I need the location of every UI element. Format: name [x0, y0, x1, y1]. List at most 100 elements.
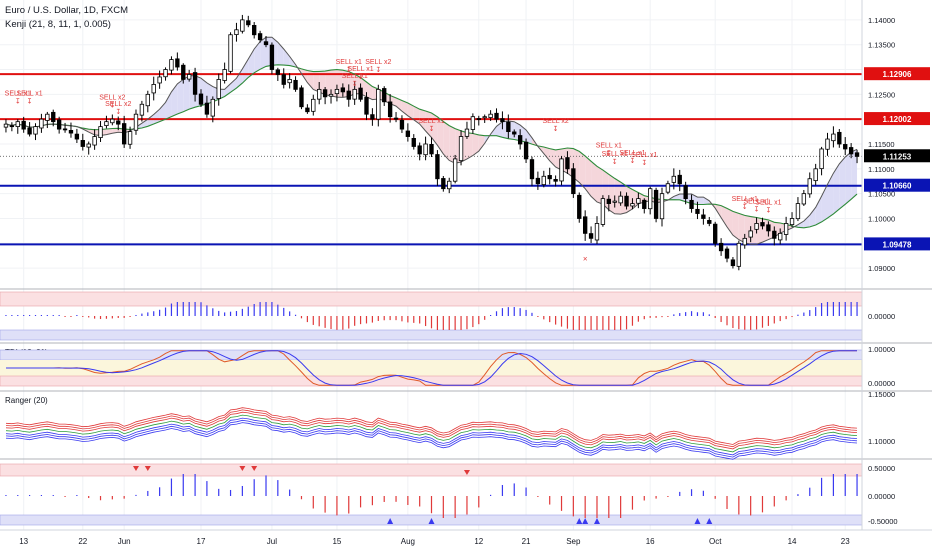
mega-bar — [254, 479, 255, 496]
mega-bar — [183, 474, 184, 496]
price-badge-label: 1.09478 — [883, 240, 912, 249]
candle-body — [46, 114, 50, 120]
candle-body — [619, 196, 623, 203]
candle-body — [855, 153, 859, 157]
msi-bar — [41, 315, 42, 316]
msi-bar — [236, 311, 237, 316]
candle-body — [495, 113, 499, 119]
mega-tick: -0.50000 — [868, 517, 898, 526]
candle-body — [406, 131, 410, 137]
candle-body — [4, 124, 8, 127]
msi-bar — [602, 316, 603, 330]
mega-bar — [667, 496, 668, 497]
msi-bar — [248, 307, 249, 316]
msi-bar — [378, 316, 379, 321]
candle-body — [436, 155, 440, 179]
candle-body — [229, 35, 233, 72]
msi-bar — [330, 316, 331, 329]
tdi-lower-band — [0, 376, 862, 386]
msi-bar — [23, 315, 24, 316]
candle-body — [607, 199, 611, 203]
candle-body — [554, 179, 558, 181]
mega-bar — [277, 480, 278, 496]
mega-bar — [407, 496, 408, 505]
x-tick-label: 14 — [788, 537, 797, 546]
sell-signal-label: SELL x1 — [418, 118, 444, 125]
tdi-tick-top: 1.00000 — [868, 345, 895, 354]
candle-body — [820, 149, 824, 169]
msi-bar — [419, 316, 420, 324]
candle-body — [530, 160, 534, 179]
candle-body — [140, 104, 144, 115]
msi-bar — [561, 316, 562, 327]
candle-body — [128, 132, 132, 145]
y-tick-label: 1.12500 — [868, 90, 895, 99]
candle-body — [572, 169, 576, 194]
mega-bar — [632, 496, 633, 510]
msi-bar — [590, 316, 591, 330]
msi-bar — [762, 316, 763, 328]
msi-bar — [774, 316, 775, 323]
candle-body — [241, 20, 245, 31]
msi-bar — [277, 305, 278, 316]
mega-bar — [525, 487, 526, 496]
msi-bar — [791, 316, 792, 317]
candle-body — [447, 181, 451, 189]
mega-tick: 0.50000 — [868, 464, 895, 473]
candle-body — [743, 238, 747, 245]
msi-bar — [194, 302, 195, 316]
x-tick-label: 15 — [332, 537, 341, 546]
candle-body — [708, 220, 712, 223]
candle-body — [583, 217, 587, 234]
candle-body — [843, 144, 847, 149]
candle-body — [548, 175, 552, 178]
candle-body — [849, 148, 853, 154]
candle-body — [258, 34, 262, 40]
mega-bar — [76, 495, 77, 496]
msi-bar — [47, 315, 48, 316]
mega-bar — [845, 474, 846, 496]
msi-bar — [786, 316, 787, 319]
msi-bar — [466, 316, 467, 329]
msi-bar — [271, 302, 272, 316]
msi-bar — [744, 316, 745, 330]
msi-bar — [650, 316, 651, 318]
msi-bar — [437, 316, 438, 330]
sell-arrow-icon: ↧ — [429, 126, 435, 133]
mega-bar — [809, 488, 810, 496]
mega-bar — [242, 486, 243, 496]
candle-body — [832, 134, 836, 141]
mega-bar — [762, 496, 763, 512]
msi-bar — [88, 316, 89, 317]
msi-bar — [780, 316, 781, 321]
msi-bar — [455, 316, 456, 330]
candle-body — [57, 120, 61, 129]
candle-body — [81, 140, 85, 146]
sell-arrow-icon: ↧ — [612, 159, 618, 166]
x-tick-label: 13 — [19, 537, 28, 546]
candle-body — [193, 73, 197, 95]
msi-bar — [319, 316, 320, 326]
ranger-tick-top: 1.15000 — [868, 390, 895, 399]
msi-bar — [531, 313, 532, 316]
sell-arrow-icon: ↧ — [754, 207, 760, 214]
msi-bar — [614, 316, 615, 330]
candle-body — [347, 91, 351, 99]
candle-body — [465, 129, 469, 136]
msi-bar — [608, 316, 609, 330]
msi-bar — [254, 304, 255, 316]
candle-body — [483, 117, 487, 118]
ranger-tick-bottom: 1.10000 — [868, 437, 895, 446]
candle-body — [719, 243, 723, 250]
msi-bar — [212, 308, 213, 316]
candle-body — [264, 42, 268, 45]
candle-body — [524, 142, 528, 159]
msi-bar — [856, 302, 857, 316]
msi-bar — [183, 302, 184, 316]
candle-body — [312, 99, 316, 111]
mega-bar — [738, 496, 739, 514]
mega-bar — [774, 496, 775, 506]
mega-bar — [372, 496, 373, 505]
mega-upper-band — [0, 464, 862, 476]
panel-title: Ranger (20) — [5, 396, 48, 405]
